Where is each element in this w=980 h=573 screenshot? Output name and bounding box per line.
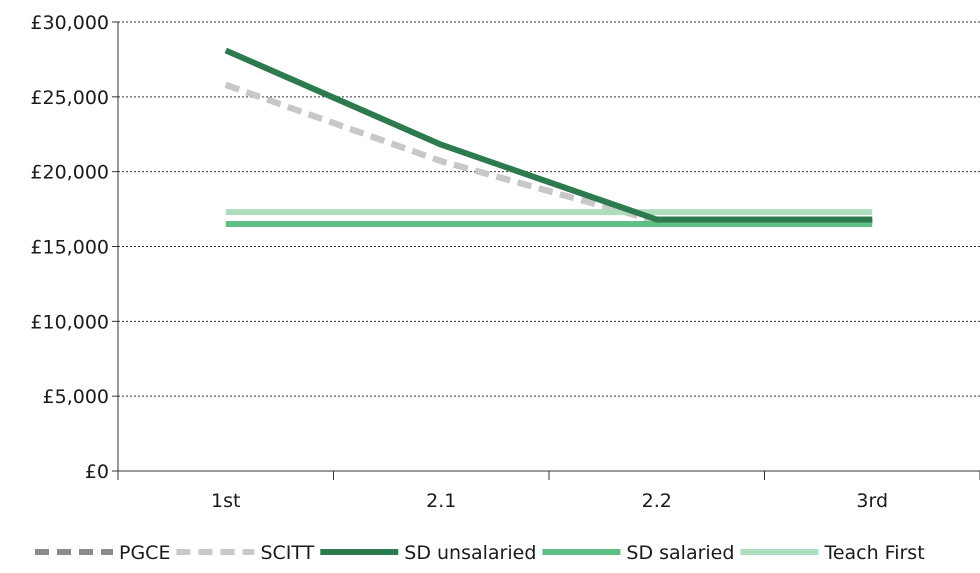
series-line-sd-unsalaried — [224, 47, 873, 223]
y-tick-label: £20,000 — [30, 162, 109, 184]
y-tick-label: £15,000 — [30, 237, 109, 259]
y-tick-label: £30,000 — [30, 12, 109, 34]
x-tick-label: 3rd — [856, 490, 888, 512]
x-tick-label: 2.2 — [642, 490, 672, 512]
x-tick-label: 2.1 — [426, 490, 456, 512]
series-lines — [224, 47, 873, 228]
y-tick-label: £25,000 — [30, 87, 109, 109]
axes: £0 £5,000 £10,000 £15,000 £20,000 £25,000 £30,… — [30, 12, 980, 512]
legend: PGCE SCITT SD unsalaried SD salaried Teach F… — [35, 542, 925, 564]
legend-label: SD salaried — [626, 542, 734, 564]
legend-label: SCITT — [260, 542, 314, 564]
x-tick-label: 1st — [211, 490, 240, 512]
legend-label: SD unsalaried — [404, 542, 536, 564]
series-line-scitt — [224, 82, 873, 225]
y-tick-label: £0 — [85, 461, 109, 483]
y-tick-label: £10,000 — [30, 311, 109, 333]
y-tick-label: £5,000 — [43, 386, 109, 408]
legend-label: Teach First — [823, 542, 924, 564]
legend-label: PGCE — [119, 542, 170, 564]
series-line-pgce — [224, 82, 873, 225]
